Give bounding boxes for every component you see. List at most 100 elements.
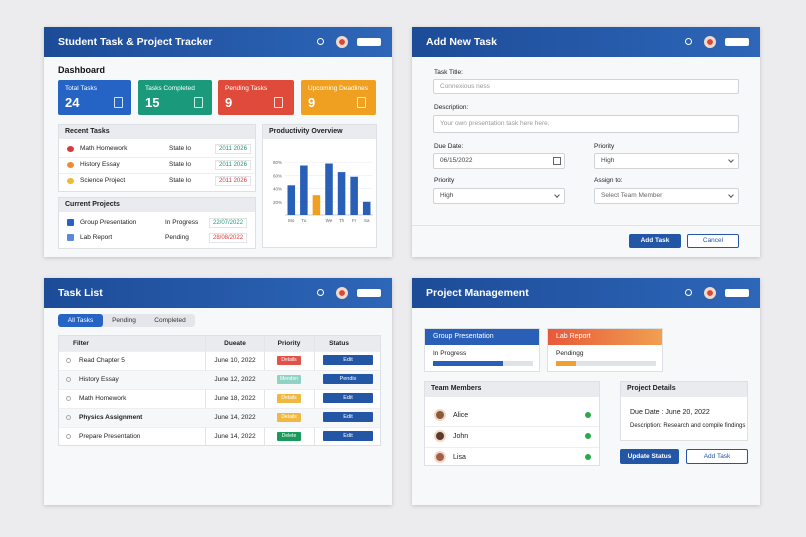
progress-track (556, 361, 656, 366)
row-check (66, 358, 71, 363)
menu-button[interactable] (725, 289, 749, 297)
priority-badge[interactable]: Details (277, 413, 301, 422)
row-check (66, 415, 71, 420)
project-name: Group Presentation (80, 219, 137, 226)
stat-label: Upcoming Deadlines (308, 85, 368, 92)
status-button[interactable]: Pendix (323, 374, 373, 384)
tab[interactable]: Pending (112, 317, 136, 324)
row-divider (425, 426, 599, 427)
stat-card: Tasks Completed 15 (138, 80, 212, 115)
task-table: Filter Dueate Priority Status Read Chapter 5… (58, 335, 381, 446)
stat-icon (114, 97, 123, 108)
project-icon (67, 234, 74, 241)
submit-button[interactable]: Add Task (629, 234, 681, 248)
menu-button[interactable] (725, 38, 749, 46)
status-button[interactable]: Edit (323, 393, 373, 403)
y-tick-label: 80% (273, 160, 282, 165)
row (59, 389, 380, 408)
header: Student Task & Project Tracker (44, 27, 392, 57)
priority-badge[interactable]: Details (277, 356, 301, 365)
card-status: Pendingg (556, 350, 584, 357)
project-card: Lab Report Pendingg (547, 328, 663, 372)
stat-icon (274, 97, 283, 108)
menu-button[interactable] (357, 38, 381, 46)
box-title: Productivity Overview (263, 125, 376, 139)
stat-label: Pending Tasks (225, 85, 268, 92)
select[interactable]: Select Team Member (594, 188, 739, 204)
due-date: June 10, 2022 (214, 357, 256, 364)
date-input[interactable]: 06/15/2022 (433, 153, 565, 169)
recent-tasks: Recent Tasks Math Homework State lo 2011 20… (58, 124, 256, 192)
avatar[interactable] (704, 36, 716, 48)
row (59, 427, 380, 446)
search-icon[interactable] (317, 38, 324, 45)
title: Add New Task (426, 36, 497, 48)
field-label: Priority (594, 143, 615, 150)
stat-label: Tasks Completed (145, 85, 195, 92)
cancel-button[interactable]: Cancel (687, 234, 739, 248)
task-name: Prepare Presentation (79, 433, 141, 440)
task-name: History Essay (80, 161, 120, 168)
due-date: June 14, 2022 (214, 414, 256, 421)
select[interactable]: High (433, 188, 565, 204)
tab[interactable]: Completed (154, 317, 186, 324)
member-name: John (453, 433, 469, 440)
header: Task List (44, 278, 392, 308)
text-input[interactable]: Connexious ness (433, 79, 739, 94)
title: Task List (58, 287, 103, 299)
progress-bar (433, 361, 503, 366)
due-date: June 14, 2022 (214, 433, 256, 440)
task-status: State lo (169, 161, 192, 168)
member-avatar (434, 451, 446, 463)
member-name: Alice (453, 412, 469, 419)
row (59, 370, 380, 389)
box-title: Current Projects (59, 198, 255, 212)
task-date: 2011 2026 (215, 176, 251, 186)
avatar[interactable] (336, 287, 348, 299)
stat-value: 24 (65, 95, 80, 110)
task-name: Math Homework (80, 145, 128, 152)
add-task-panel: Add New Task Task Title: Connexious ness De… (412, 27, 760, 257)
priority-badge[interactable]: Mendon (277, 375, 301, 384)
productivity: Productivity Overview 20% 40% 60% 80% Mo Tu We T… (262, 124, 377, 248)
stat-card: Total Tasks 24 (58, 80, 131, 115)
status-button[interactable]: Edit (323, 431, 373, 441)
select[interactable]: High (594, 153, 739, 169)
current-projects: Current Projects Group Presentation In Pro… (58, 197, 256, 249)
menu-button[interactable] (357, 289, 381, 297)
search-icon[interactable] (317, 289, 324, 296)
stat-card: Pending Tasks 9 (218, 80, 294, 115)
priority-badge[interactable]: Details (277, 394, 301, 403)
member-name: Lisa (453, 454, 466, 461)
x-tick-label: Fr (352, 218, 357, 223)
calendar-icon (553, 157, 561, 165)
project-status: Pending (165, 234, 189, 241)
project-card: Group Presentation In Progress (424, 328, 540, 372)
column-header: Dueate (224, 340, 246, 347)
check-icon (585, 433, 591, 439)
row-divider (59, 157, 255, 158)
task-status: State lo (169, 177, 192, 184)
search-icon[interactable] (685, 289, 692, 296)
bar (350, 176, 358, 215)
task-date: 2011 2026 (215, 144, 251, 154)
member-avatar (434, 409, 446, 421)
priority-badge[interactable]: Delete (277, 432, 301, 441)
status-button[interactable]: Edit (323, 412, 373, 422)
bar (337, 172, 346, 215)
card-header: Lab Report (548, 329, 662, 345)
project-panel: Project Management Group Presentation In P… (412, 278, 760, 505)
row (59, 351, 380, 370)
y-tick-label: 40% (273, 187, 282, 192)
stat-value: 9 (225, 95, 233, 110)
search-icon[interactable] (685, 38, 692, 45)
avatar[interactable] (336, 36, 348, 48)
tab[interactable]: All Tasks (58, 314, 103, 327)
x-tick-label: Th (339, 218, 345, 223)
add-button[interactable]: Add Task (686, 449, 748, 464)
avatar[interactable] (704, 287, 716, 299)
update-button[interactable]: Update Status (620, 449, 679, 464)
status-button[interactable]: Edit (323, 355, 373, 365)
text-area[interactable]: Your own presentation task here here. (433, 115, 739, 133)
title: Project Management (426, 287, 529, 299)
